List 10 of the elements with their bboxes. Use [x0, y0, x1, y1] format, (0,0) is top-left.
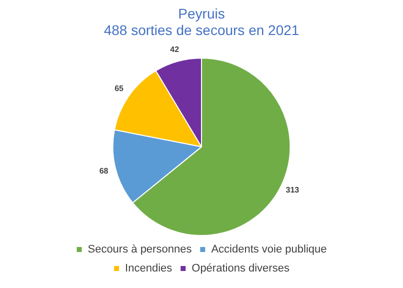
chart-subtitle: 488 sorties de secours en 2021 — [104, 22, 300, 38]
data-label: 313 — [286, 185, 300, 194]
data-label: 65 — [114, 84, 124, 94]
legend-label: Secours à personnes — [88, 244, 192, 256]
legend-label: Opérations diverses — [192, 262, 290, 275]
data-label: 42 — [170, 44, 180, 54]
data-label: 68 — [99, 166, 109, 176]
legend-label: Incendies — [125, 262, 173, 275]
legend-label: Accidents voie publique — [211, 244, 327, 256]
chart-title: Peyruis — [178, 5, 225, 22]
